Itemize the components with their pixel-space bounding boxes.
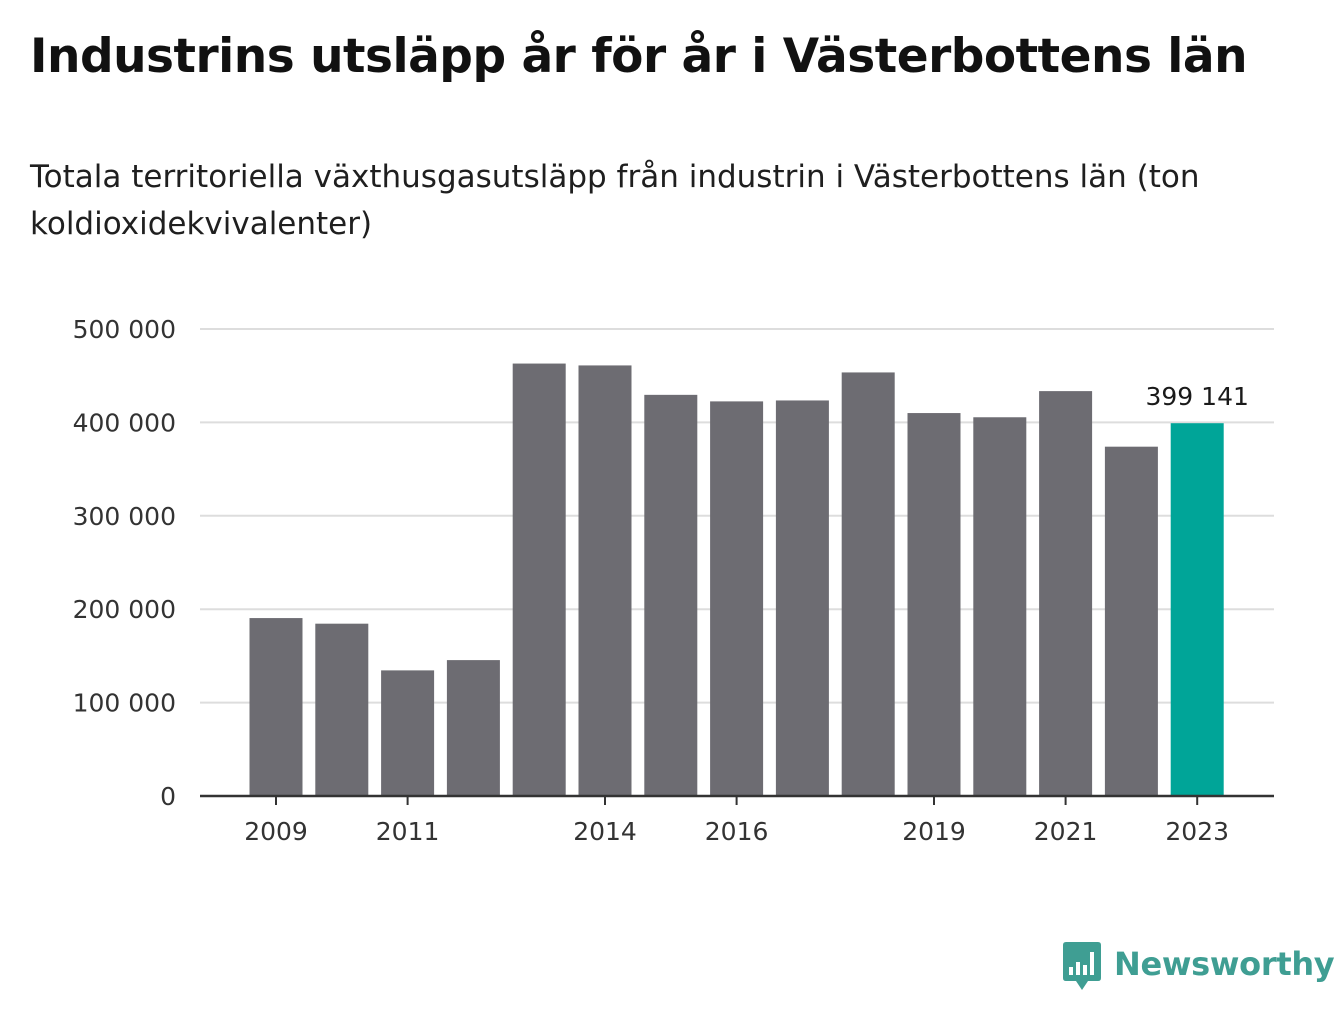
- brand-name: Newsworthy: [1114, 945, 1335, 983]
- x-tick-label: 2016: [705, 817, 769, 846]
- y-tick-label: 200 000: [73, 595, 176, 624]
- bar-2015: [644, 394, 698, 796]
- y-tick-label: 0: [160, 782, 176, 811]
- x-tick-label: 2011: [376, 817, 440, 846]
- bar-2022: [1104, 446, 1158, 796]
- bar-2016: [710, 401, 764, 796]
- y-tick-label: 300 000: [73, 502, 176, 531]
- y-tick-label: 500 000: [73, 315, 176, 344]
- x-tick-label: 2023: [1165, 817, 1229, 846]
- annotations: 399 141: [1146, 382, 1249, 411]
- bar-2014: [578, 365, 632, 796]
- bar-2020: [973, 417, 1027, 796]
- x-tick-label: 2019: [902, 817, 966, 846]
- y-axis-tick-labels: 0 100 000 200 000 300 000 400 000 500 000: [73, 315, 176, 811]
- y-tick-label: 400 000: [73, 408, 176, 437]
- bar-2021: [1039, 391, 1093, 796]
- bar-2023: [1170, 423, 1224, 796]
- x-axis-tick-labels: 2009 2011 2014 2016 2019 2021 2023: [244, 817, 1229, 846]
- bar-2013: [512, 363, 566, 796]
- x-axis: [200, 794, 1274, 805]
- chart-title: Industrins utsläpp år för år i Västerbot…: [30, 29, 1248, 84]
- bars: [249, 363, 1224, 796]
- newsworthy-logo: Newsworthy: [1062, 940, 1335, 992]
- bar-2019: [907, 413, 961, 796]
- x-tick-label: 2021: [1034, 817, 1098, 846]
- bar-2009: [249, 618, 303, 796]
- bar-2012: [446, 660, 500, 796]
- y-tick-label: 100 000: [73, 689, 176, 718]
- value-label: 399 141: [1146, 382, 1249, 411]
- bar-2017: [775, 400, 829, 796]
- bar-chart: 0 100 000 200 000 300 000 400 000 500 000 200…: [73, 315, 1274, 846]
- bar-2010: [315, 623, 369, 796]
- chart-subtitle: Totala territoriella växthusgasutsläpp f…: [30, 159, 1200, 242]
- x-tick-label: 2014: [573, 817, 637, 846]
- bar-2011: [381, 670, 435, 796]
- bar-2018: [841, 372, 895, 796]
- bar-chart-speech-bubble-icon: [1063, 942, 1101, 990]
- x-tick-label: 2009: [244, 817, 308, 846]
